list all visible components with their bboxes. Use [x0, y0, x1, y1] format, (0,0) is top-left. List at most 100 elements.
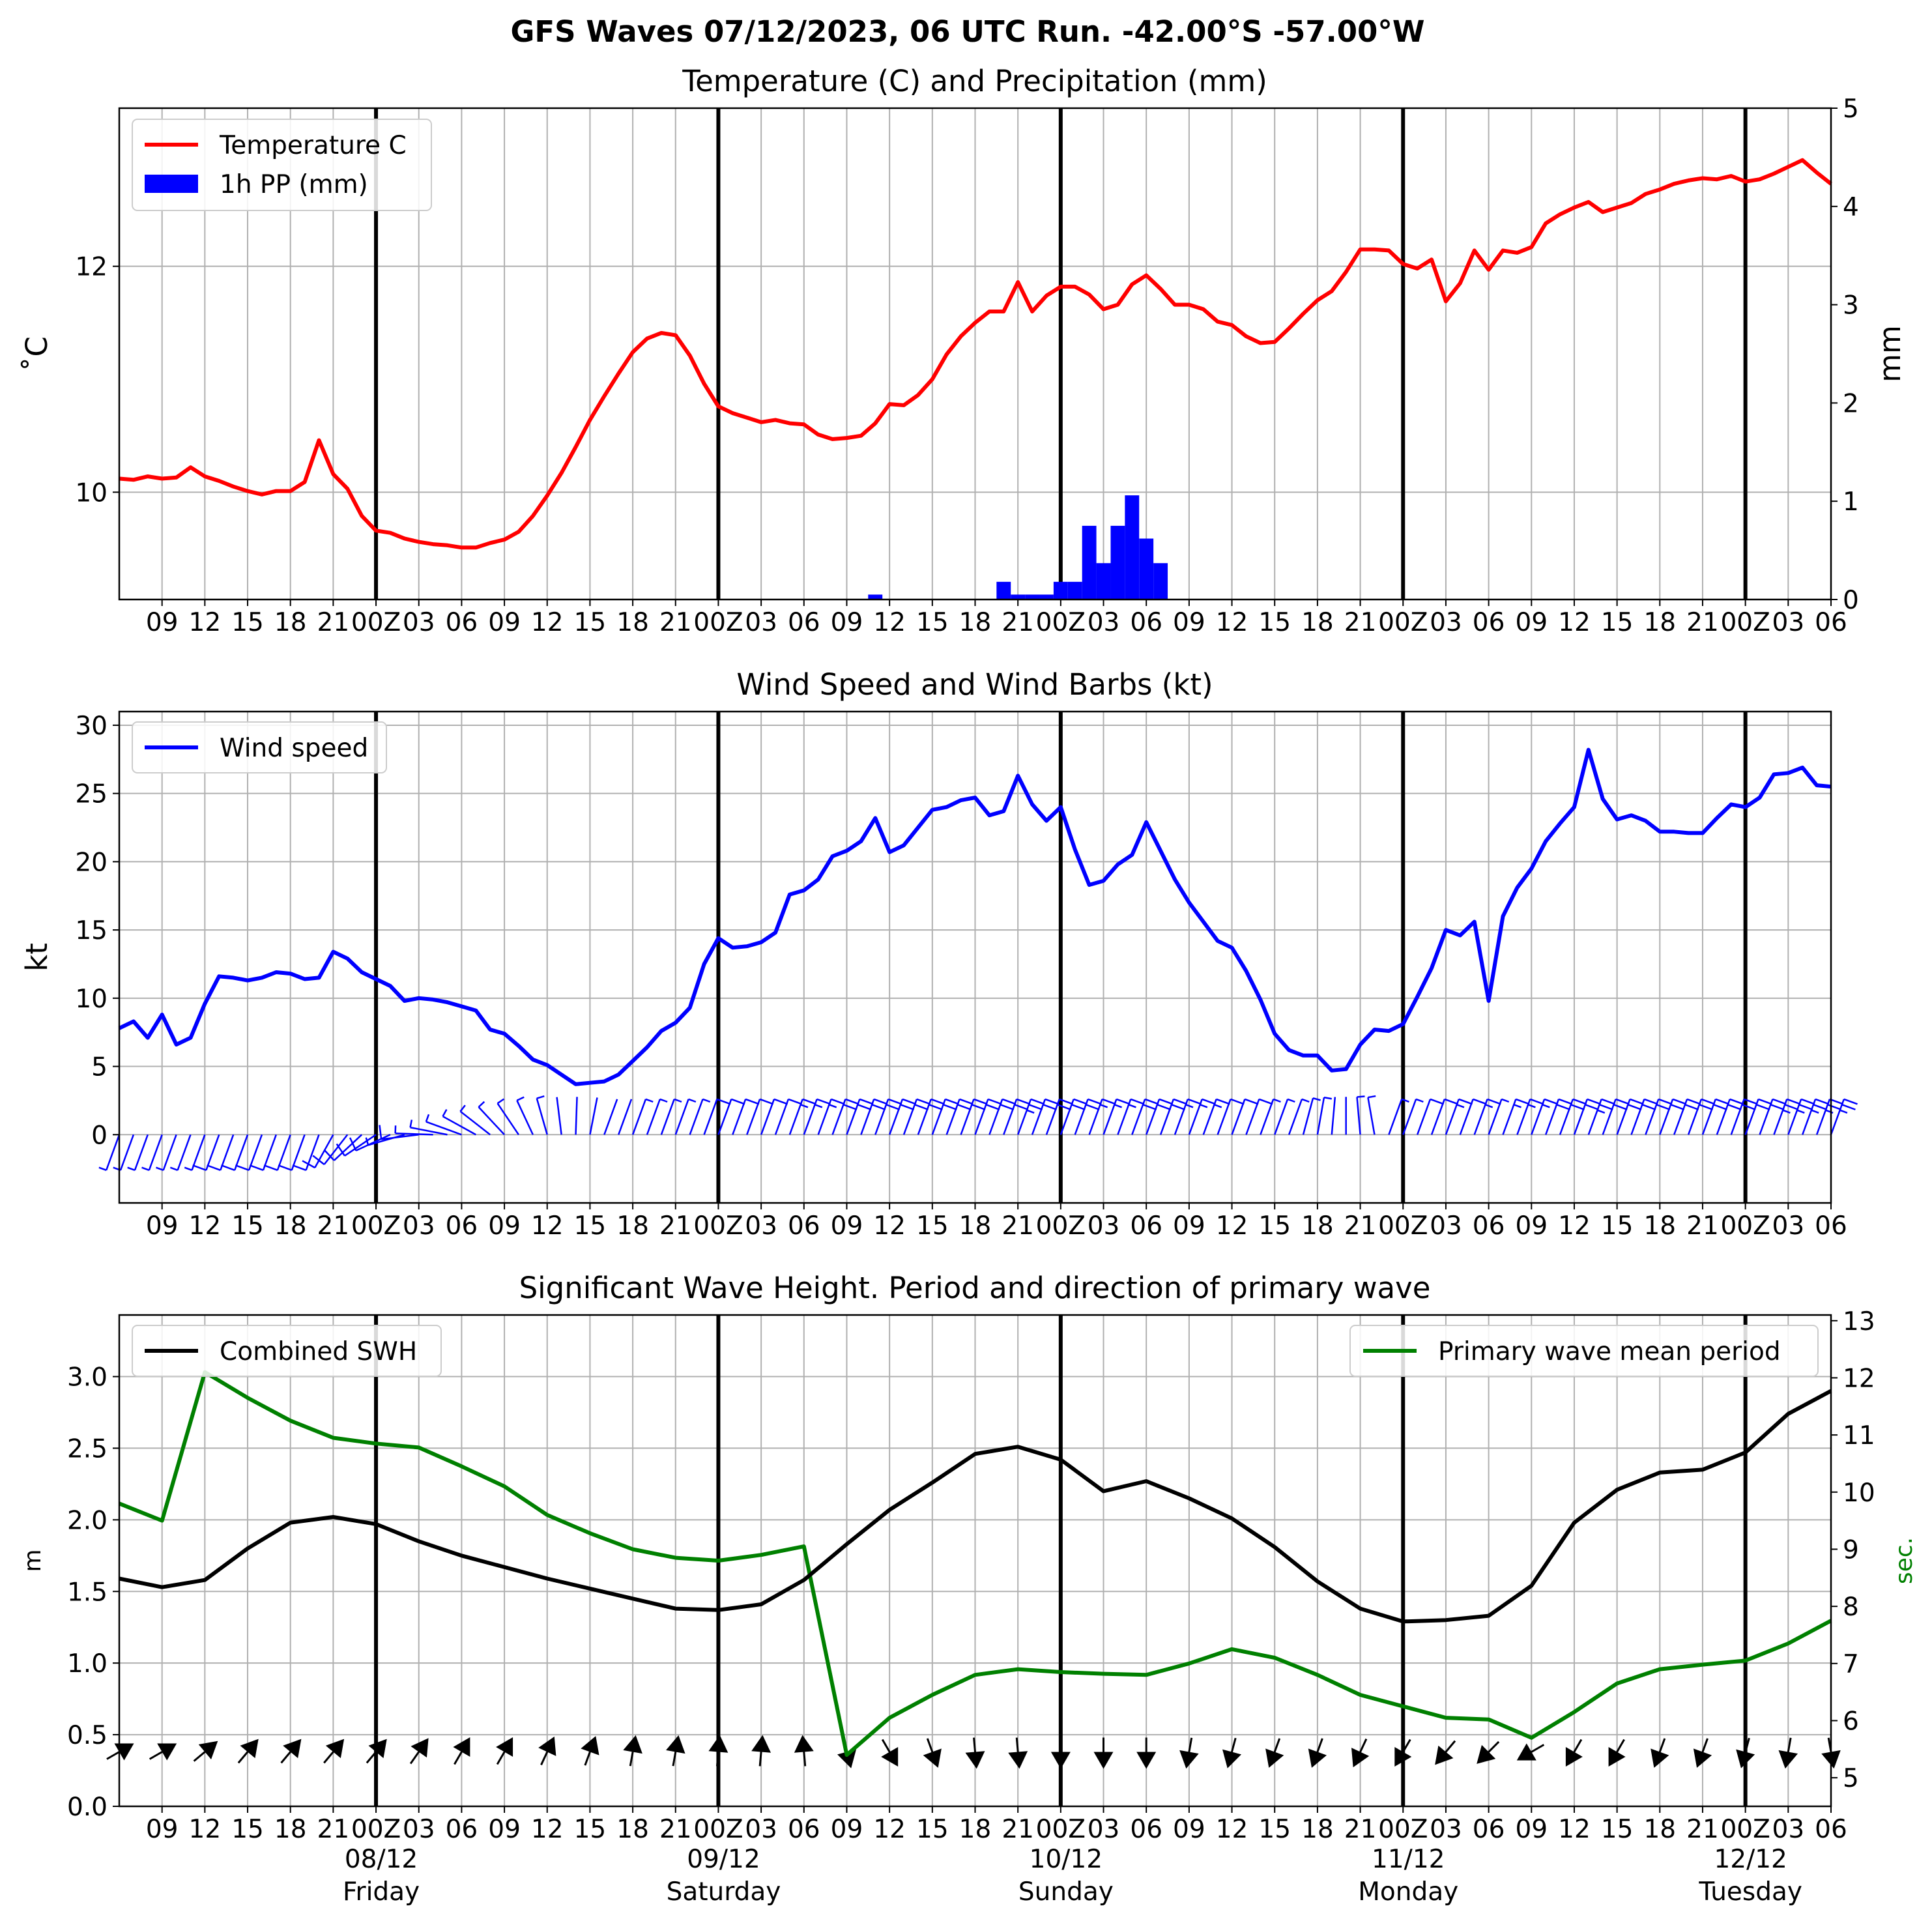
wind-barb: [1031, 1098, 1060, 1135]
x-tick-label: 21: [659, 608, 692, 637]
precip-bar: [1053, 581, 1068, 599]
wind-barb-feather: [1613, 1104, 1628, 1110]
wind-barb-half-feather: [1185, 1104, 1194, 1108]
wave-direction-arrow: [1778, 1737, 1798, 1769]
wind-barb-half-feather: [1273, 1098, 1281, 1103]
wind-barb: [631, 1098, 654, 1135]
wind-barb: [497, 1098, 520, 1135]
wind-barb: [717, 1098, 745, 1135]
wind-barb: [1188, 1098, 1216, 1135]
wind-barb-feather: [1727, 1104, 1742, 1110]
y-tick-label: 12: [75, 253, 108, 282]
period-legend-label: Primary wave mean period: [1438, 1337, 1781, 1366]
x-tick-label: 00Z: [351, 1211, 401, 1241]
wind-barb-feather: [1758, 1098, 1772, 1105]
wind-barb: [459, 1105, 491, 1136]
y-tick-label: 2.5: [67, 1434, 108, 1464]
period-legend-box: [1349, 1325, 1819, 1377]
wind-barb-staff: [516, 1100, 534, 1135]
wind-barb: [1302, 1097, 1321, 1135]
wind-barb: [988, 1098, 1016, 1135]
x-tick-label: 03: [1430, 608, 1462, 637]
wind-barb: [1202, 1098, 1230, 1135]
wind-barb-feather: [1784, 1104, 1799, 1110]
x-tick-label: 06: [446, 1211, 478, 1241]
wind-barb-feather: [1059, 1098, 1073, 1105]
wind-barb-staff: [556, 1097, 562, 1135]
wind-barb-half-feather: [478, 1101, 485, 1108]
wind-barb: [442, 1109, 476, 1136]
wind-barb-half-feather: [127, 1166, 136, 1171]
temperature-line-layer: [119, 158, 1832, 550]
wind-barb: [221, 1134, 249, 1171]
wind-barb: [1744, 1098, 1772, 1135]
x-tick-label: 12: [531, 1815, 564, 1844]
x-tick-label: 06: [1473, 608, 1505, 637]
wave-direction-arrow: [1265, 1738, 1284, 1768]
wind-barb-half-feather: [1312, 1097, 1321, 1101]
wind-barb-feather: [959, 1098, 973, 1105]
wind-barb-feather: [1014, 1104, 1029, 1110]
x-tick-label: 03: [403, 1211, 435, 1241]
y-tick-label: 1.5: [67, 1578, 108, 1607]
wind-legend-box: [132, 721, 387, 773]
wind-barb-feather: [1030, 1098, 1045, 1105]
wave-arrow-head: [538, 1736, 556, 1756]
wind-barb-staff: [381, 1134, 419, 1140]
y-tick-label: 0: [91, 1121, 108, 1150]
precip-y-label: mm: [1873, 325, 1907, 383]
wind-barb-feather: [1130, 1098, 1145, 1105]
wave-arrow-head: [751, 1735, 771, 1753]
wind-barb: [478, 1101, 505, 1136]
y2-tick-label: 4: [1843, 193, 1859, 222]
wind-barb: [1331, 1097, 1336, 1135]
wind-barb-feather: [816, 1098, 831, 1105]
wind-barb-feather: [1615, 1098, 1630, 1105]
wind-barb-feather: [323, 1149, 335, 1161]
wave-direction-arrow: [1565, 1739, 1583, 1767]
x-tick-label: 09: [146, 1211, 179, 1241]
x-tick-label: 00Z: [1720, 1815, 1770, 1844]
precip-bar: [1153, 563, 1168, 599]
wave-arrow-head: [1136, 1752, 1157, 1769]
wind-legend: Wind speed: [132, 721, 387, 773]
wind-barb-feather: [1627, 1104, 1642, 1110]
wind-barb-half-feather: [536, 1095, 545, 1099]
precip-y-ticks: 0 1 2 3 4 5: [1831, 94, 1859, 615]
wind-barb: [1759, 1098, 1787, 1135]
wave-title: Significant Wave Height. Period and dire…: [519, 1271, 1431, 1305]
x-tick-label: 15: [231, 608, 264, 637]
wind-barb: [1659, 1098, 1687, 1135]
wind-barb-feather: [1658, 1098, 1673, 1105]
x-tick-label: 21: [1686, 1211, 1719, 1241]
wave-direction-arrow: [881, 1739, 899, 1767]
wave-direction-arrow: [1136, 1737, 1157, 1769]
wind-barb: [1616, 1098, 1644, 1135]
wave-arrow-head: [837, 1749, 856, 1769]
wind-barb-staff: [1459, 1099, 1474, 1135]
swh-line: [119, 1389, 1832, 1624]
wave-arrow-head: [325, 1739, 345, 1759]
wave-arrow-head: [283, 1739, 302, 1759]
wind-barb-feather: [773, 1098, 788, 1105]
wind-barb-feather: [1171, 1104, 1185, 1110]
wind-barb-staff: [774, 1099, 790, 1135]
wind-barb: [184, 1134, 206, 1171]
wind-barb-staff: [1488, 1099, 1503, 1135]
wave-direction-arrow: [1693, 1738, 1712, 1768]
wind-barb: [1645, 1098, 1673, 1135]
x-tick-label: 15: [916, 608, 949, 637]
wave-arrow-head: [1265, 1748, 1284, 1768]
wind-barb: [207, 1134, 235, 1171]
swh-legend-label: Combined SWH: [220, 1337, 417, 1366]
wave-arrow-head: [881, 1747, 899, 1767]
x-tick-label: 12: [1558, 1815, 1591, 1844]
wind-barb-half-feather: [1485, 1104, 1493, 1108]
wind-barb-feather: [1744, 1098, 1758, 1105]
x-tick-label: 15: [1601, 1815, 1634, 1844]
wind-barb: [1602, 1098, 1630, 1135]
precip-bars: [868, 495, 1168, 599]
x-tick-label: 06: [446, 1815, 478, 1844]
x-tick-label: 18: [1301, 608, 1334, 637]
